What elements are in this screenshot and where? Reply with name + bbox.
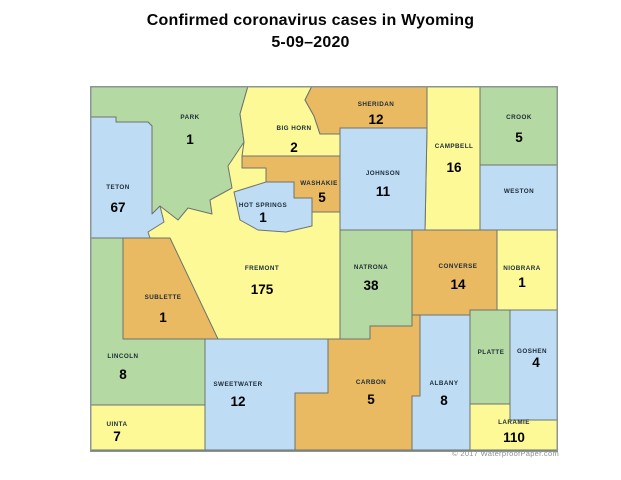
county-bighorn-label: BIG HORN [276, 125, 311, 132]
title-line1: Confirmed coronavirus cases in Wyoming [146, 12, 475, 29]
county-natrona-label: NATRONA [354, 264, 388, 271]
county-weston-label: WESTON [504, 188, 534, 195]
county-carbon-label: CARBON [356, 379, 386, 386]
county-sheridan-label: SHERIDAN [358, 101, 395, 108]
county-sublette-label: SUBLETTE [145, 294, 182, 301]
county-niobrara-label: NIOBRARA [503, 265, 541, 272]
county-washakie-label: WASHAKIE [300, 180, 338, 187]
wyoming-map-svg: PARK 1 BIG HORN 2 SHERIDAN 12 CAMPBELL 16 CROOK 5… [89, 85, 559, 452]
county-park-label: PARK [180, 114, 199, 121]
title-line2: 5-09–2020 [271, 34, 350, 51]
county-hotsprings-label: HOT SPRINGS [239, 202, 287, 209]
county-platte-shape [469, 309, 511, 405]
county-converse-cases: 14 [450, 277, 466, 292]
county-natrona-cases: 38 [363, 278, 379, 293]
county-johnson-shape [339, 127, 428, 231]
county-lincoln-label: LINCOLN [107, 353, 138, 360]
county-sheridan-cases: 12 [368, 112, 383, 127]
county-platte-label: PLATTE [478, 349, 505, 356]
county-hotsprings-shape [233, 181, 313, 233]
county-campbell-label: CAMPBELL [435, 143, 474, 150]
county-carbon-cases: 5 [367, 392, 375, 407]
county-sweetwater-cases: 12 [230, 394, 245, 409]
county-crook-label: CROOK [506, 114, 532, 121]
county-washakie-cases: 5 [318, 190, 326, 205]
page-title: Confirmed coronavirus cases in Wyoming 5… [0, 10, 621, 54]
county-park-cases: 1 [186, 132, 194, 147]
county-johnson-cases: 11 [376, 184, 391, 199]
county-converse-label: CONVERSE [439, 263, 478, 270]
county-hotsprings-cases: 1 [259, 210, 267, 225]
county-sublette-cases: 1 [159, 310, 167, 325]
wyoming-county-map: PARK 1 BIG HORN 2 SHERIDAN 12 CAMPBELL 16 CROOK 5… [89, 85, 559, 452]
county-bighorn-cases: 2 [290, 140, 298, 155]
county-laramie-label: LARAMIE [498, 419, 530, 426]
county-fremont-cases: 175 [251, 282, 274, 297]
county-niobrara-cases: 1 [518, 275, 526, 290]
county-campbell-cases: 16 [446, 160, 462, 175]
copyright-credit: © 2017 WaterproofPaper.com [452, 449, 559, 458]
county-laramie-cases: 110 [503, 430, 525, 445]
county-fremont-label: FREMONT [245, 265, 279, 272]
map-border [90, 86, 558, 452]
county-teton-label: TETON [106, 184, 129, 191]
county-teton-cases: 67 [110, 200, 125, 215]
county-crook-cases: 5 [515, 130, 523, 145]
county-lincoln-cases: 8 [119, 367, 127, 382]
county-sweetwater-label: SWEETWATER [213, 381, 262, 388]
county-goshen-cases: 4 [532, 355, 540, 370]
county-goshen-label: GOSHEN [517, 348, 547, 355]
county-uinta-cases: 7 [113, 429, 121, 444]
county-weston-shape [479, 164, 559, 231]
county-johnson-label: JOHNSON [366, 170, 400, 177]
county-albany-cases: 8 [440, 393, 448, 408]
county-campbell-shape [424, 85, 481, 231]
county-albany-label: ALBANY [430, 380, 459, 387]
county-crook-shape [479, 85, 559, 166]
county-uinta-label: UINTA [106, 421, 127, 428]
